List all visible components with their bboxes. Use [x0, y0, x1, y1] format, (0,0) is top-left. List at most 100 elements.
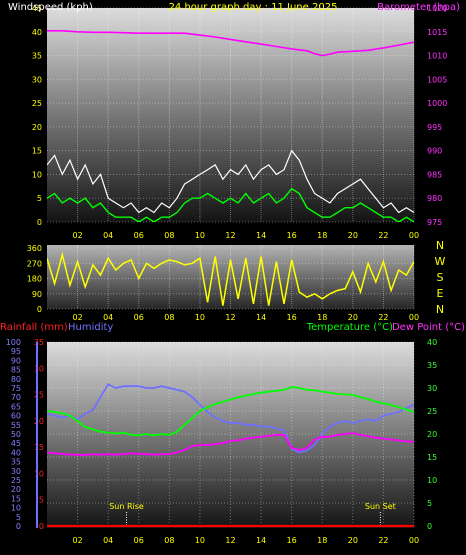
gust-line — [47, 149, 414, 214]
y-tick-label: 980 — [427, 194, 442, 203]
x-tick-label: 10 — [195, 313, 205, 322]
x-tick-label: 10 — [195, 231, 205, 240]
y-tick-label: 20 — [34, 417, 44, 426]
sun-annotation: Sun Rise — [109, 502, 144, 511]
windspeed-label: Windspeed (kph) — [8, 2, 93, 13]
y-tick-label: 995 — [427, 123, 442, 132]
y-tick-label: 45 — [32, 4, 42, 13]
humidity-axis: 0510152025303540455055606570758085909510… — [6, 338, 21, 531]
y-tick-label: 15 — [34, 443, 44, 452]
y-tick-label: 1015 — [427, 28, 447, 37]
direction-series — [47, 251, 414, 306]
y-tick-label: 1010 — [427, 52, 447, 61]
direction-axis: 0 90 180 270 360 — [27, 244, 42, 314]
y-tick-label: 65 — [11, 402, 21, 411]
barometer-line — [47, 30, 414, 57]
y-tick-label: 40 — [427, 338, 437, 347]
x-tick-label: 04 — [103, 231, 113, 240]
x-tick-label: 20 — [348, 231, 358, 240]
temp-series — [47, 383, 414, 528]
x-tick-label: 02 — [72, 313, 82, 322]
x-tick-label: 00 — [409, 313, 419, 322]
temp-plot-area — [47, 342, 414, 528]
y-tick-label: 55 — [11, 421, 21, 430]
y-tick-label: 95 — [11, 347, 21, 356]
y-tick-label: 975 — [427, 218, 442, 227]
y-tick-label: 85 — [11, 366, 21, 375]
y-tick-label: 25 — [34, 391, 44, 400]
x-tick-label: 20 — [348, 313, 358, 322]
y-tick-label: 90 — [11, 356, 21, 365]
y-tick-label: 35 — [11, 458, 21, 467]
y-tick-label: 0 — [427, 522, 432, 531]
x-tick-label: 06 — [134, 536, 144, 545]
y-tick-label: 20 — [427, 430, 437, 439]
y-tick-label: 0 — [39, 522, 44, 531]
y-tick-label: 15 — [11, 494, 21, 503]
x-tick-label: 02 — [72, 231, 82, 240]
x-tick-label: 14 — [256, 231, 266, 240]
y-tick-label: 10 — [32, 170, 42, 179]
y-tick-label: 180 — [27, 275, 42, 284]
humidity-label: Humidity — [68, 322, 113, 333]
compass-label: N — [436, 239, 444, 252]
wind-plot-area — [47, 8, 414, 222]
x-tick-label: 16 — [287, 536, 297, 545]
y-tick-label: 90 — [32, 290, 42, 299]
x-tick-label: 20 — [348, 536, 358, 545]
wind-series — [47, 30, 414, 222]
compass-label: E — [437, 287, 444, 300]
wind-grid — [47, 7, 415, 223]
x-tick-label: 04 — [103, 536, 113, 545]
x-tick-label: 14 — [256, 313, 266, 322]
rainfall-axis: 0 5 10 15 20 25 30 35 — [34, 338, 44, 531]
x-tick-label: 10 — [195, 536, 205, 545]
x-tick-label: 06 — [134, 313, 144, 322]
y-tick-label: 80 — [11, 375, 21, 384]
x-tick-label: 08 — [164, 536, 174, 545]
x-tick-label: 18 — [317, 313, 327, 322]
y-tick-label: 45 — [11, 439, 21, 448]
compass-label: W — [435, 255, 446, 268]
y-tick-label: 990 — [427, 147, 442, 156]
y-tick-label: 20 — [11, 485, 21, 494]
sun-annotation: Sun Set — [365, 502, 396, 511]
x-tick-label: 06 — [134, 231, 144, 240]
y-tick-label: 270 — [27, 259, 42, 268]
y-tick-label: 985 — [427, 170, 442, 179]
humidity-line — [47, 383, 414, 454]
y-tick-label: 5 — [39, 496, 44, 505]
direction-line — [47, 251, 414, 306]
y-tick-label: 30 — [11, 467, 21, 476]
dewpoint-label: Dew Point (°C) — [392, 322, 465, 333]
y-tick-label: 1020 — [427, 4, 447, 13]
y-tick-label: 25 — [11, 476, 21, 485]
x-tick-label: 14 — [256, 536, 266, 545]
y-tick-label: 35 — [427, 361, 437, 370]
compass-label: S — [437, 271, 444, 284]
x-tick-label: 12 — [225, 313, 235, 322]
x-tick-label: 08 — [164, 313, 174, 322]
y-tick-label: 25 — [32, 99, 42, 108]
y-tick-label: 75 — [11, 384, 21, 393]
wind-line — [47, 187, 414, 222]
x-tick-label: 12 — [225, 231, 235, 240]
x-tick-label: 00 — [409, 536, 419, 545]
y-tick-label: 5 — [37, 194, 42, 203]
x-tick-label: 18 — [317, 231, 327, 240]
x-tick-label: 02 — [72, 536, 82, 545]
x-tick-label: 00 — [409, 231, 419, 240]
y-tick-label: 360 — [27, 244, 42, 253]
temp-x-axis: 02 04 06 08 10 12 14 16 18 20 22 00 — [72, 536, 419, 545]
y-tick-label: 1005 — [427, 75, 447, 84]
compass-label: N — [436, 303, 444, 316]
y-tick-label: 30 — [427, 384, 437, 393]
windspeed-axis: 0 5 10 15 20 25 30 35 40 45 — [32, 4, 42, 227]
x-tick-label: 04 — [103, 313, 113, 322]
barometer-axis: 975 980 985 990 995 1000 1005 1010 1015 1020 — [427, 4, 447, 227]
y-tick-label: 100 — [6, 338, 21, 347]
y-tick-label: 35 — [34, 338, 44, 347]
y-tick-label: 35 — [32, 52, 42, 61]
